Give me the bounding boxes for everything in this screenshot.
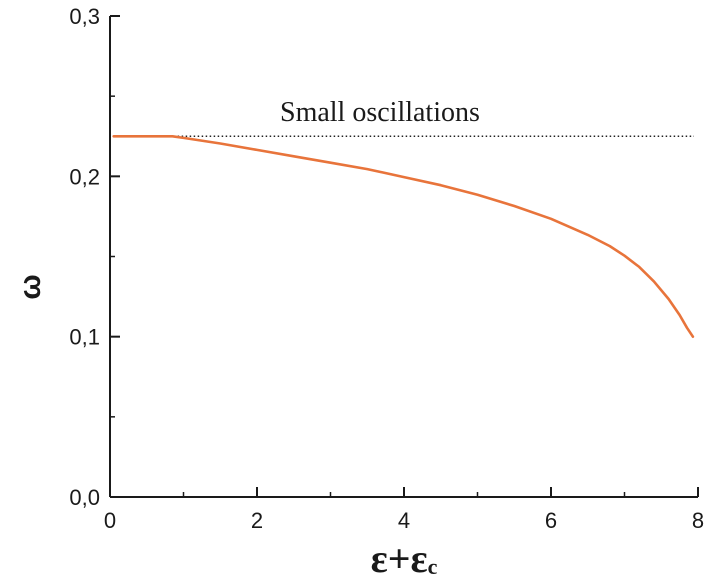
x-tick-label-2: 4	[398, 508, 410, 533]
y-tick-label-1: 0,1	[69, 325, 100, 350]
x-tick-label-4: 8	[692, 508, 704, 533]
x-axis-label-main: ε+ε	[371, 536, 428, 581]
axes	[109, 16, 698, 498]
y-axis-label: ω	[14, 274, 47, 299]
x-tick-label-1: 2	[251, 508, 263, 533]
y-tick-label-3: 0,3	[69, 4, 100, 29]
y-tick-label-0: 0,0	[69, 485, 100, 510]
ticks: 0 2 4 6 8 0,0 0,1 0,2 0,3	[69, 4, 704, 533]
x-axis-label: ε+εc	[371, 536, 438, 581]
x-tick-label-0: 0	[104, 508, 116, 533]
series-line-0	[112, 135, 695, 339]
y-tick-label-2: 0,2	[69, 164, 100, 189]
series-group	[112, 135, 695, 339]
x-tick-label-3: 6	[545, 508, 557, 533]
x-axis-label-subscript: c	[428, 554, 438, 579]
annotation-small-oscillations: Small oscillations	[280, 97, 480, 128]
